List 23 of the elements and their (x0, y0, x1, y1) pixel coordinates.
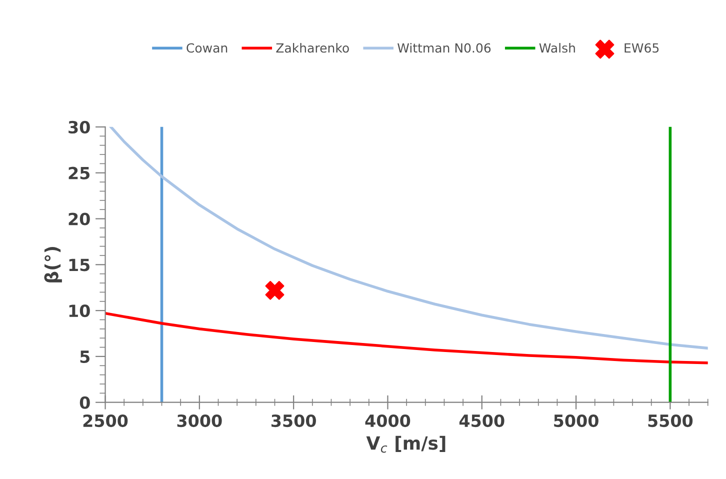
x-tick-label: 3500 (272, 414, 316, 428)
x-tick-label: 3000 (177, 414, 222, 428)
y-axis-title: β(°) (44, 246, 62, 282)
line-series (110, 126, 708, 350)
y-tick-label: 0 (80, 396, 90, 409)
line-series (105, 312, 708, 364)
y-tick-label: 25 (68, 166, 90, 180)
x-tick-label: 4000 (365, 414, 410, 428)
y-tick-label: 5 (80, 350, 90, 364)
y-tick-label: 15 (69, 258, 90, 272)
legend-label: Zakharenko (276, 42, 349, 53)
x-tick-label: 2500 (83, 414, 128, 428)
x-tick-label: 5500 (648, 414, 693, 428)
legend-label: Wittman N0.06 (398, 42, 491, 53)
legend-label: Walsh (539, 42, 575, 53)
x-tick-label: 4500 (459, 414, 504, 428)
x-axis-title: V$_{c}$ [m/s] (366, 436, 446, 453)
x-tick-label: 5000 (554, 414, 598, 428)
legend-label: Cowan (186, 43, 228, 53)
y-tick-label: 20 (68, 212, 90, 226)
legend-label: EW65 (624, 43, 659, 53)
y-tick-label: 30 (68, 120, 90, 134)
y-tick-label: 10 (69, 304, 90, 318)
